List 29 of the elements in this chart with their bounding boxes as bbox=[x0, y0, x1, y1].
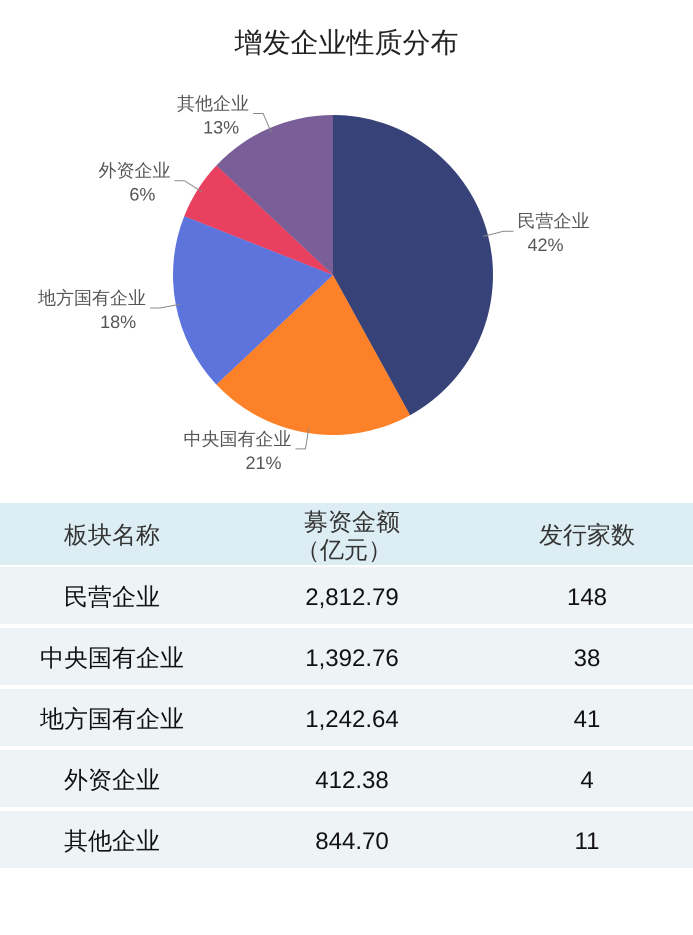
slice-label: 外资企业 bbox=[98, 160, 170, 181]
data-label: 412.38 bbox=[315, 767, 389, 794]
data-label: 844.70 bbox=[315, 828, 389, 855]
data-label: 41 bbox=[574, 706, 600, 733]
data-label: 2,812.79 bbox=[305, 584, 399, 611]
data-label: 13% bbox=[203, 117, 240, 138]
text: 板块名称 bbox=[63, 522, 160, 549]
data-label: 18% bbox=[100, 312, 136, 332]
data-label: 21% bbox=[245, 452, 282, 473]
data-label: 148 bbox=[566, 584, 608, 611]
slice-label: 地方国有企业 bbox=[37, 288, 146, 308]
data-label: 11 bbox=[574, 828, 600, 855]
data-label: 1,392.76 bbox=[305, 645, 399, 672]
slice-label: 其他企业 bbox=[177, 93, 250, 114]
data-label: 1,242.64 bbox=[305, 706, 399, 733]
category-label: 民营企业 bbox=[64, 584, 160, 611]
category-label: 中央国有企业 bbox=[40, 645, 184, 672]
chart-title: 增发企业性质分布 bbox=[234, 27, 458, 58]
text: 发行家数 bbox=[539, 522, 635, 549]
category-label: 其他企业 bbox=[64, 828, 160, 855]
series-label: 募资金额（亿元） bbox=[296, 509, 400, 564]
category-label: 外资企业 bbox=[64, 767, 160, 794]
data-label: 4 bbox=[580, 767, 594, 794]
slice-label: 中央国有企业 bbox=[183, 428, 292, 449]
data-label: 42% bbox=[527, 235, 564, 256]
data-label: 6% bbox=[129, 184, 156, 205]
slice-label: 民营企业 bbox=[517, 211, 590, 232]
category-label: 地方国有企业 bbox=[39, 706, 184, 733]
data-label: 38 bbox=[574, 645, 600, 672]
